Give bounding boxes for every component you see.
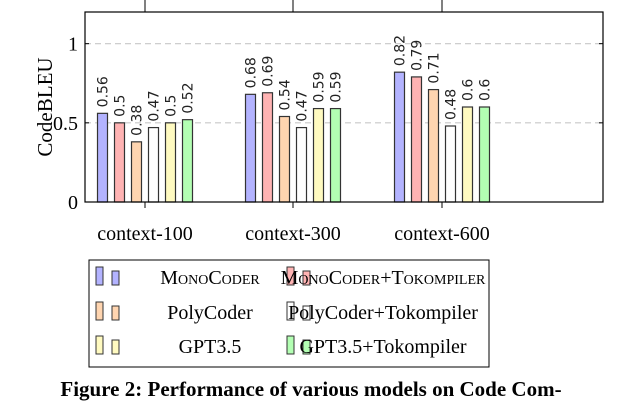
bar	[261, 92, 274, 203]
y-axis-label: CodeBLEU	[33, 57, 57, 156]
value-label: 0.5	[164, 95, 180, 117]
value-label: 0.47	[147, 90, 163, 121]
bar	[278, 115, 291, 203]
bar	[113, 122, 126, 203]
bar	[329, 107, 342, 203]
grid-lines	[85, 43, 603, 124]
legend-label: MonoCoder+Tokompiler	[281, 267, 486, 289]
value-label: 0.54	[278, 79, 294, 110]
legend-swatch	[111, 270, 120, 286]
value-label: 0.71	[427, 52, 443, 83]
value-label: 0.69	[261, 56, 277, 87]
legend-swatch	[111, 305, 120, 321]
bar	[444, 125, 457, 203]
legend-swatch	[95, 301, 104, 321]
legend-swatch	[95, 266, 104, 286]
legend-swatch	[302, 270, 311, 286]
bar	[96, 112, 109, 203]
legend-label: PolyCoder	[167, 302, 253, 324]
value-label: 0.47	[295, 90, 311, 121]
legend-label: MonoCoder	[160, 267, 260, 289]
value-label: 0.52	[181, 82, 197, 113]
bar	[461, 106, 474, 203]
legend-swatch	[286, 335, 295, 355]
axes: 0 0.5 1 context-100 context-300 context-600	[53, 0, 603, 245]
bar	[427, 88, 440, 203]
value-label: 0.59	[329, 71, 345, 102]
value-label: 0.48	[444, 89, 460, 120]
y-tick-label: 1	[68, 34, 78, 56]
value-label: 0.38	[130, 105, 146, 136]
bar	[164, 122, 177, 203]
bar	[130, 141, 143, 203]
x-tick-label: context-300	[245, 223, 341, 245]
legend-label: PolyCoder+Tokompiler	[288, 302, 478, 324]
value-label: 0.6	[461, 79, 477, 101]
legend-label: GPT3.5+Tokompiler	[299, 336, 466, 358]
legend-label: GPT3.5	[179, 336, 242, 358]
x-tick-label: context-100	[97, 223, 193, 245]
figure-caption: Figure 2: Performance of various models …	[60, 377, 562, 401]
value-labels: 0.56 0.5 0.38 0.47 0.5 0.520.68 0.690.54 0.470.…	[96, 35, 494, 136]
legend-swatch	[302, 339, 311, 355]
bar	[244, 93, 257, 203]
value-label: 0.56	[96, 76, 112, 107]
bar	[478, 106, 491, 203]
y-tick-label: 0.5	[53, 113, 78, 135]
legend-swatch	[302, 305, 311, 321]
x-tick-label: context-600	[394, 223, 490, 245]
bar	[181, 119, 194, 203]
value-label: 0.59	[312, 71, 328, 102]
value-label: 0.82	[393, 35, 409, 66]
bar	[295, 126, 308, 203]
y-tick-label: 0	[68, 192, 78, 214]
plot-frame	[84, 11, 604, 203]
legend-swatch	[286, 266, 295, 286]
value-label: 0.5	[113, 95, 129, 117]
legend-swatch	[95, 335, 104, 355]
legend-swatch	[286, 301, 295, 321]
legend-swatch	[111, 339, 120, 355]
value-label: 0.79	[410, 40, 426, 71]
bar	[312, 107, 325, 203]
legend: MonoCoder MonoCoder+Tokompiler PolyCoder Po…	[88, 259, 490, 368]
bar	[410, 76, 423, 203]
bar	[147, 126, 160, 203]
value-label: 0.6	[478, 79, 494, 101]
bar	[393, 71, 406, 203]
value-label: 0.68	[244, 57, 260, 88]
